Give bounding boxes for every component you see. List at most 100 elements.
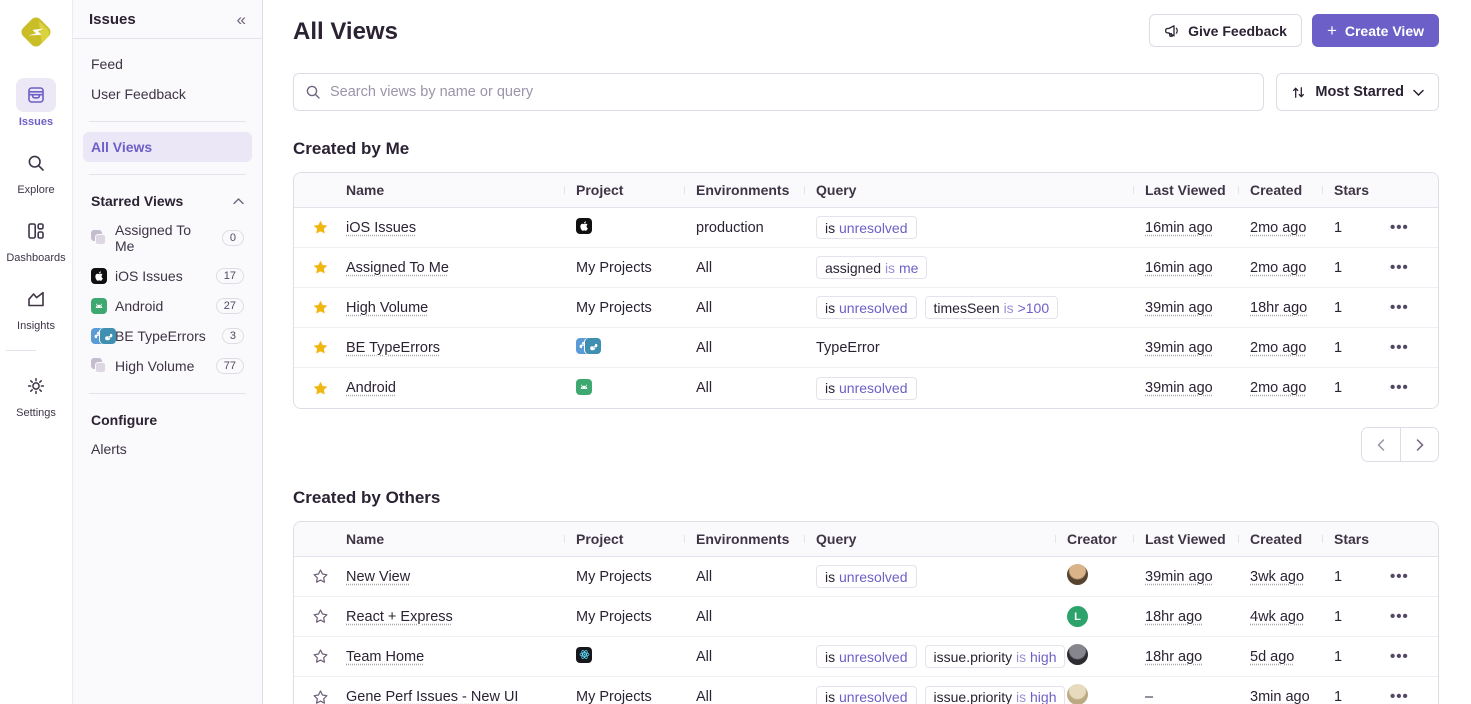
starred-view-item[interactable]: BE TypeErrors 3	[83, 321, 252, 351]
column-header: Last Viewed	[1133, 531, 1250, 547]
search-input[interactable]	[293, 73, 1265, 111]
star-toggle[interactable]	[310, 297, 331, 318]
query-pill: is unresolved	[816, 565, 917, 588]
settings-icon	[16, 369, 56, 403]
environments-cell: All	[696, 648, 713, 665]
row-menu-button[interactable]: •••	[1390, 647, 1409, 665]
created[interactable]: 4wk ago	[1250, 608, 1305, 625]
star-filled-icon	[313, 300, 327, 314]
app-logo[interactable]	[16, 12, 56, 52]
row-menu-button[interactable]: •••	[1390, 688, 1409, 704]
starred-view-item[interactable]: iOS Issues 17	[83, 261, 252, 291]
last-viewed[interactable]: 16min ago	[1145, 259, 1213, 276]
star-toggle[interactable]	[310, 646, 331, 667]
project-cell: My Projects	[576, 608, 652, 625]
view-name-link[interactable]: Android	[346, 380, 396, 396]
star-toggle[interactable]	[310, 217, 331, 238]
last-viewed[interactable]: 18hr ago	[1145, 648, 1203, 665]
view-name-link[interactable]: React + Express	[346, 608, 453, 625]
row-menu-button[interactable]: •••	[1390, 379, 1409, 396]
pagination-prev-button[interactable]	[1362, 428, 1400, 461]
last-viewed[interactable]: 16min ago	[1145, 219, 1213, 236]
star-toggle[interactable]	[310, 257, 331, 278]
view-name-link[interactable]: New View	[346, 568, 411, 585]
created[interactable]: 5d ago	[1250, 648, 1295, 665]
last-viewed[interactable]: 18hr ago	[1145, 608, 1203, 625]
column-header: Name	[346, 182, 385, 198]
stars-count: 1	[1334, 608, 1343, 625]
table-row: Gene Perf Issues - New UI My Projects Al…	[294, 677, 1438, 704]
created[interactable]: 2mo ago	[1250, 219, 1307, 236]
pagination-next-button[interactable]	[1400, 428, 1438, 461]
view-name-link[interactable]: High Volume	[346, 299, 429, 316]
rail-item-explore[interactable]: Explore	[6, 146, 66, 196]
collapse-sidebar-icon[interactable]: «	[236, 10, 246, 29]
column-header: Creator	[1055, 531, 1145, 547]
rail-item-dashboards[interactable]: Dashboards	[6, 214, 66, 264]
created[interactable]: 3wk ago	[1250, 568, 1305, 585]
query-cell: is unresolved issue.priority is high	[816, 645, 1066, 668]
star-toggle[interactable]	[310, 378, 331, 399]
sidebar-item-alerts[interactable]: Alerts	[91, 441, 127, 457]
created[interactable]: 2mo ago	[1250, 380, 1307, 396]
chevron-up-icon	[233, 197, 244, 204]
give-feedback-button[interactable]: Give Feedback	[1149, 14, 1302, 47]
row-menu-button[interactable]: •••	[1390, 258, 1409, 276]
row-menu-button[interactable]: •••	[1390, 607, 1409, 625]
table-row: iOS Issues production is unresolved 16mi…	[294, 208, 1438, 248]
view-name-link[interactable]: iOS Issues	[346, 219, 417, 236]
plus-icon: +	[1326, 21, 1337, 40]
view-name-link[interactable]: BE TypeErrors	[346, 339, 441, 356]
apple-project-icon	[576, 218, 592, 234]
rail-item-settings[interactable]: Settings	[6, 369, 66, 419]
sidebar-item-user-feedback[interactable]: User Feedback	[91, 86, 186, 102]
create-view-button[interactable]: + Create View	[1311, 14, 1439, 47]
row-menu-button[interactable]: •••	[1390, 338, 1409, 356]
creator-cell: L	[1067, 606, 1145, 627]
created[interactable]: 3min ago	[1250, 689, 1310, 704]
star-toggle[interactable]	[310, 337, 331, 358]
star-filled-icon	[313, 381, 327, 395]
row-menu-button[interactable]: •••	[1390, 218, 1409, 236]
column-header: Last Viewed	[1133, 182, 1250, 198]
sidebar-divider	[89, 393, 246, 394]
created[interactable]: 18hr ago	[1250, 299, 1308, 316]
issue-count-badge: 77	[215, 358, 244, 374]
created[interactable]: 2mo ago	[1250, 339, 1307, 356]
chevron-right-icon	[1416, 438, 1424, 451]
rail-divider	[6, 350, 36, 351]
starred-view-item[interactable]: Assigned To Me 0	[83, 215, 252, 261]
react-project-icon	[576, 646, 592, 663]
created[interactable]: 2mo ago	[1250, 259, 1307, 276]
sidebar-item-feed[interactable]: Feed	[91, 56, 123, 72]
last-viewed[interactable]: 39min ago	[1145, 568, 1213, 585]
last-viewed[interactable]: 39min ago	[1145, 380, 1213, 396]
rail-item-issues[interactable]: Issues	[6, 78, 66, 128]
configure-header: Configure	[91, 412, 158, 428]
sidebar-item-all-views[interactable]: All Views	[83, 132, 252, 162]
starred-view-item[interactable]: Android 27	[83, 291, 252, 321]
column-header: Stars	[1322, 531, 1390, 547]
column-header: Project	[564, 531, 696, 547]
last-viewed[interactable]: 39min ago	[1145, 339, 1213, 356]
view-name-link[interactable]: Gene Perf Issues - New UI	[346, 689, 519, 704]
view-name-link[interactable]: Team Home	[346, 648, 425, 665]
starred-views-header[interactable]: Starred Views	[83, 185, 252, 215]
star-toggle[interactable]	[310, 566, 331, 587]
starred-view-item[interactable]: High Volume 77	[83, 351, 252, 381]
project-cell: My Projects	[576, 259, 652, 276]
query-cell: is unresolved	[816, 216, 1133, 239]
row-menu-button[interactable]: •••	[1390, 567, 1409, 585]
last-viewed[interactable]: 39min ago	[1145, 299, 1213, 316]
primary-navigation-rail: Issues Explore Dashboards Insights Setti…	[0, 0, 73, 704]
sort-dropdown[interactable]: Most Starred	[1276, 73, 1439, 111]
rail-item-insights[interactable]: Insights	[6, 282, 66, 332]
row-menu-button[interactable]: •••	[1390, 298, 1409, 316]
creator-cell	[1067, 643, 1145, 670]
created-by-others-table: Name Project Environments Query Creator Last …	[293, 521, 1439, 704]
creator-avatar: L	[1067, 606, 1088, 627]
star-toggle[interactable]	[310, 606, 331, 627]
sidebar-nav-section: Feed User Feedback	[73, 39, 262, 121]
star-toggle[interactable]	[310, 687, 331, 704]
view-name-link[interactable]: Assigned To Me	[346, 259, 449, 276]
